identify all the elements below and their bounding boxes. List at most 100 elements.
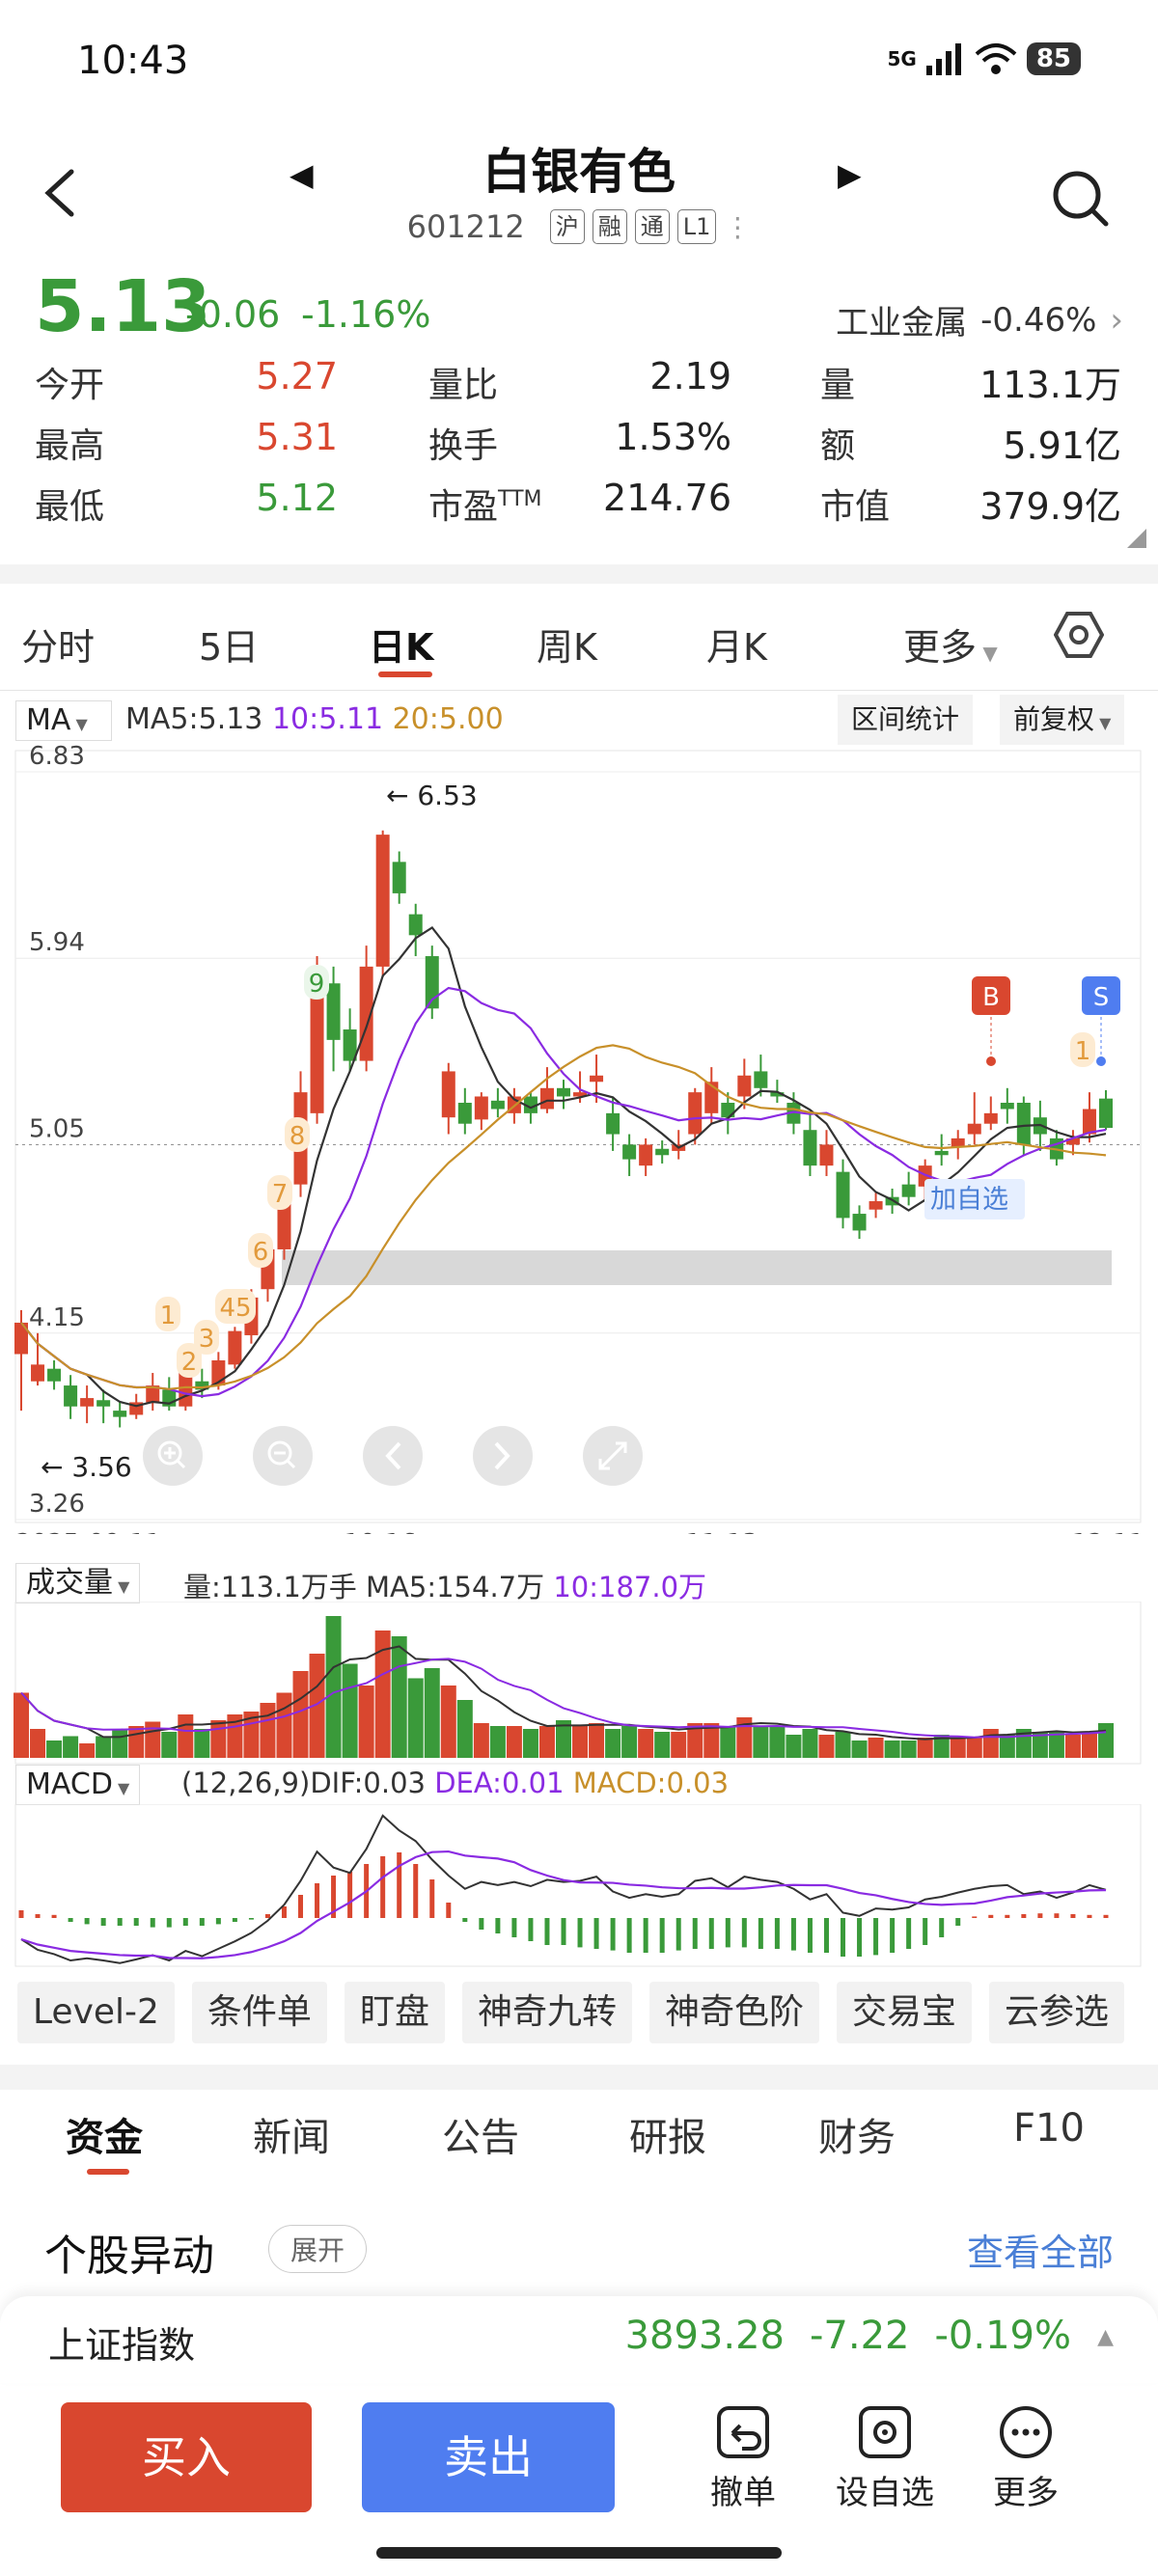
search-button[interactable] [1052, 170, 1110, 228]
expand-corner-icon[interactable] [1127, 529, 1146, 548]
tool-watch[interactable]: 盯盘 [344, 1982, 445, 2043]
macd-bar [215, 1918, 221, 1925]
stat-label: 量比 [428, 366, 499, 405]
macd-bar [511, 1918, 517, 1937]
volume-bar [128, 1726, 145, 1758]
tool-trade-treasure[interactable]: 交易宝 [836, 1982, 972, 2043]
tool-conditional-order[interactable]: 条件单 [191, 1982, 327, 2043]
tab-more[interactable]: 更多 ▼ [903, 626, 998, 669]
add-watch-button[interactable]: 设自选 [827, 2404, 943, 2513]
tab-intraday[interactable]: 分时 [21, 626, 96, 669]
nine-turn-badge [177, 1343, 202, 1378]
range-stats-button[interactable]: 区间统计 [838, 695, 974, 745]
tab-news[interactable]: 新闻 [253, 2116, 330, 2160]
candle-body [343, 1029, 357, 1061]
candle-body [573, 1092, 588, 1097]
ma-selector[interactable]: MA ▼ [15, 700, 112, 741]
macd-bar [841, 1918, 846, 1957]
macd-bar [643, 1918, 648, 1953]
nine-turn-label: 9 [309, 970, 325, 999]
volume-selector[interactable]: 成交量 ▼ [15, 1563, 141, 1603]
macd-bar [561, 1918, 566, 1945]
volume-values: 量:113.1万手 MA5:154.7万 10:187.0万 [183, 1565, 706, 1605]
nine-turn-label: 7 [272, 1180, 289, 1209]
candlestick-chart[interactable]: 6.83 5.94 5.05 4.15 3.26 2025-09-11 10-16 11-13… [0, 743, 1158, 1534]
candle-body [96, 1400, 111, 1407]
x-tick-label: 12-11 [1071, 1529, 1144, 1534]
prev-stock-icon[interactable]: ◀ [290, 156, 314, 193]
candle-body [852, 1214, 867, 1231]
tab-research[interactable]: 研报 [629, 2116, 706, 2160]
sector-link[interactable]: 工业金属 -0.46% › [836, 296, 1123, 343]
tab-monthly-k[interactable]: 月K [706, 626, 767, 669]
candle-body [639, 1144, 653, 1166]
tab-announcements[interactable]: 公告 [442, 2116, 519, 2160]
zoom-in-icon [143, 1426, 203, 1486]
more-tags-icon[interactable]: ⋮ [724, 210, 752, 243]
volume-selector-label: 成交量 [26, 1566, 113, 1600]
tool-color-scale[interactable]: 神奇色阶 [648, 1982, 819, 2043]
volume-bar [654, 1732, 671, 1758]
candle-body [523, 1096, 538, 1113]
candle-body [622, 1144, 637, 1160]
tab-daily-k[interactable]: 日K [369, 626, 434, 669]
volume-bar [440, 1685, 456, 1758]
expand-button[interactable]: 展开 [268, 2225, 368, 2273]
tab-active-indicator [378, 671, 432, 677]
buy-marker-dot [986, 1056, 996, 1066]
volume-bar [178, 1714, 194, 1758]
nine-turn-badge [285, 1117, 310, 1152]
tab-5day[interactable]: 5日 [199, 626, 260, 669]
buy-button[interactable]: 买入 [61, 2402, 312, 2512]
macd-bar [972, 1916, 978, 1918]
volume-chart[interactable] [0, 1602, 1158, 1766]
view-all-link[interactable]: 查看全部 [966, 2232, 1114, 2274]
tool-cloud[interactable]: 云参选 [989, 1982, 1124, 2043]
volume-value: 量:113.1万手 [183, 1571, 357, 1603]
index-bar[interactable] [0, 2296, 1158, 2383]
index-value: 3893.28 [624, 2314, 785, 2358]
candle-body [228, 1330, 242, 1365]
volume-bar [96, 1736, 112, 1758]
chevron-left-icon [44, 169, 74, 217]
adjust-button[interactable]: 前复权 ▼ [1000, 695, 1125, 745]
sell-button[interactable]: 卖出 [362, 2402, 615, 2512]
sector-pct: -0.46% [980, 300, 1097, 340]
tab-weekly-k[interactable]: 周K [537, 626, 597, 669]
tool-nine-turn[interactable]: 神奇九转 [461, 1982, 632, 2043]
more-actions-button[interactable]: 更多 [968, 2404, 1084, 2513]
candle-body [590, 1075, 604, 1082]
candle-body [868, 1201, 883, 1210]
stat-value: 113.1万 [979, 364, 1121, 406]
macd-bar [626, 1918, 632, 1953]
scroll-left-icon [363, 1426, 423, 1486]
volume-bar [1048, 1732, 1064, 1758]
candle-body [441, 1071, 455, 1118]
network-label: 5G [887, 47, 917, 70]
next-stock-icon[interactable]: ▶ [838, 156, 862, 193]
sell-marker-bg [1082, 976, 1120, 1015]
support-zone-band [282, 1250, 1112, 1285]
stock-code: 601212 [406, 208, 525, 245]
macd-bar [577, 1918, 583, 1948]
index-pct: -0.19% [934, 2314, 1071, 2358]
add-watch-label: 设自选 [836, 2474, 934, 2512]
macd-selector[interactable]: MACD ▼ [15, 1765, 141, 1805]
tab-finance[interactable]: 财务 [818, 2116, 896, 2160]
macd-bar [823, 1918, 829, 1953]
tab-funds[interactable]: 资金 [66, 2116, 143, 2160]
settings-button[interactable] [1053, 610, 1105, 664]
tool-level2[interactable]: Level-2 [17, 1982, 175, 2043]
stat-label: 最高 [35, 426, 105, 466]
nine-turn-badge [304, 965, 329, 1000]
macd-bar [725, 1918, 731, 1948]
nine-turn-badge [248, 1233, 273, 1268]
back-button[interactable] [39, 164, 83, 222]
tab-f10[interactable]: F10 [1013, 2106, 1085, 2151]
macd-chart[interactable] [0, 1804, 1158, 1968]
candle-body [655, 1148, 670, 1156]
stock-code-row: 601212 沪 融 通 L1 ⋮ [0, 208, 1158, 245]
caret-up-icon[interactable]: ▲ [1097, 2325, 1114, 2349]
cancel-order-button[interactable]: 撤单 [685, 2404, 801, 2513]
